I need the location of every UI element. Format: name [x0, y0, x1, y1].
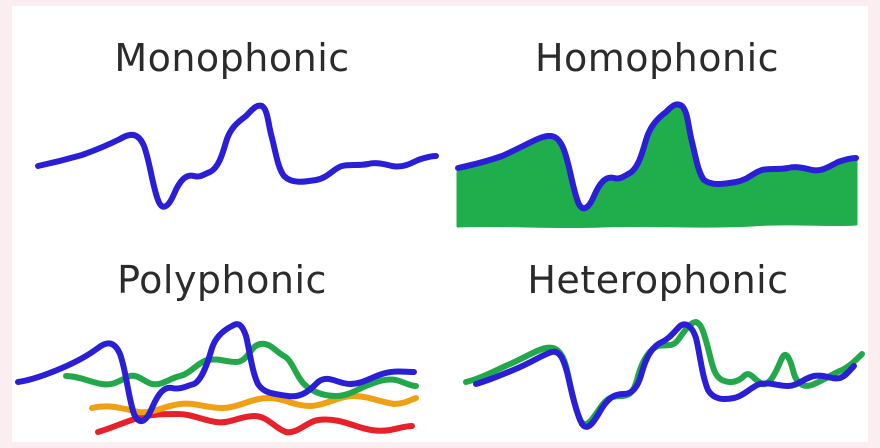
melody-line: [35, 102, 439, 210]
red-voice: [95, 411, 415, 436]
panel-homophonic: Homophonic: [452, 6, 862, 231]
panel-heterophonic: Heterophonic: [452, 236, 865, 442]
homophonic-waveform: [455, 101, 859, 229]
orange-voice: [89, 393, 419, 416]
panel-title-heterophonic: Heterophonic: [527, 258, 789, 302]
monophonic-waveform: [35, 102, 439, 210]
panel-monophonic: Monophonic: [32, 6, 439, 221]
blue-voice: [473, 321, 857, 430]
diagram-card: Monophonic Homophonic Polyphonic Heterop…: [12, 6, 868, 442]
panel-title-monophonic: Monophonic: [114, 36, 350, 80]
blue-voice: [15, 321, 417, 425]
melody-line: [455, 101, 859, 212]
panel-polyphonic: Polyphonic: [12, 236, 432, 442]
panel-title-homophonic: Homophonic: [534, 36, 780, 80]
polyphonic-waveform: [15, 321, 419, 436]
panel-title-polyphonic: Polyphonic: [117, 258, 327, 302]
heterophonic-waveform: [463, 319, 865, 430]
